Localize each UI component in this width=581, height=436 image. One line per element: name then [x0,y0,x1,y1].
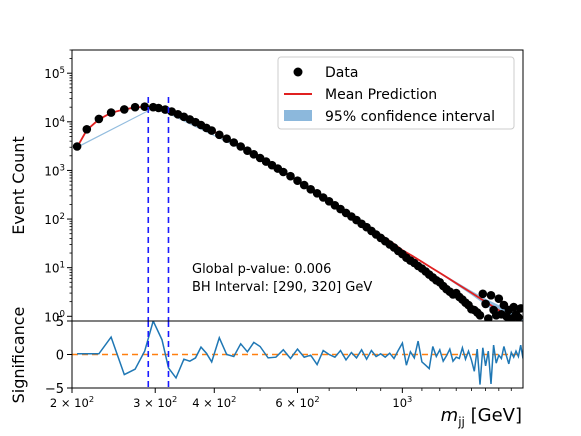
data-point [293,176,302,185]
data-point [215,130,224,140]
main-y-ticks: 100 101 102 103 104 105 [44,49,72,324]
data-point [299,180,309,190]
x-tick-label: 103 [392,394,412,410]
data-point [160,105,170,114]
data-point [72,142,82,151]
data-point [481,299,490,309]
data-point [249,150,259,159]
data-point [229,138,239,147]
y-tick-label: 100 [44,309,65,324]
x-tick-label: 6 × 102 [275,394,319,410]
y-tick-label: 104 [44,115,65,130]
data-point [94,114,104,124]
significance-bh-lines [147,321,170,388]
data-point [279,167,288,177]
y-tick-label: 102 [44,212,65,227]
data-point [312,189,322,198]
data-point [207,126,216,135]
significance-plot-frame [71,320,524,389]
y-tick-label: 105 [44,66,65,81]
data-point [516,304,523,313]
x-tick-label: 4 × 102 [192,394,236,410]
data-point [120,105,129,114]
legend: Data Mean Prediction 95% confidence inte… [277,56,515,130]
x-axis-label-main: m [441,405,459,426]
data-point [154,103,163,113]
data-point [494,294,504,304]
data-point [514,313,523,321]
significance-y-axis-label: Significance [9,307,28,404]
significance-y-tick-label: −5 [45,382,64,397]
data-point [306,185,316,194]
legend-confidence-swatch [284,110,312,121]
x-tick-label: 2 × 102 [50,394,94,410]
x-axis-label: mjj [GeV] [441,405,522,429]
bh-interval-lines [147,97,170,321]
legend-data-label: Data [325,65,358,81]
confidence-band [77,106,523,321]
annotation-global-p-value: Global p-value: 0.006 [192,262,331,277]
data-point [82,125,92,134]
data-point [478,289,488,299]
y-tick-label: 101 [44,261,65,276]
data-point [243,146,252,155]
annotation-bh-interval: BH Interval: [290, 320] GeV [192,280,372,295]
significance-y-ticks: 5 0 −5 [45,315,72,397]
data-point [140,102,149,111]
x-tick-label: 3 × 102 [133,394,177,410]
confidence-band-area [77,106,523,321]
data-point [286,171,295,181]
significance-y-tick-label: 5 [56,315,64,330]
significance-y-tick-label: 0 [56,349,64,364]
legend-data-marker [293,67,303,77]
significance-line [77,321,523,385]
data-point [484,314,493,321]
x-axis-label-sub: jj [457,415,465,429]
legend-confidence-label: 95% confidence interval [325,109,495,125]
main-y-axis-label: Event Count [9,136,28,234]
data-point [475,311,485,320]
significance-x-ticks: 2 × 102 3 × 102 4 × 102 6 × 102 103 [50,388,512,410]
x-axis-label-unit: [GeV] [465,405,522,426]
data-points [72,102,523,321]
data-point [222,134,231,143]
significance-path [77,321,523,385]
data-point [106,108,116,117]
y-tick-label: 103 [44,163,65,178]
data-point [130,102,140,112]
data-point [486,291,496,300]
legend-mean-prediction-label: Mean Prediction [325,87,437,103]
data-point [236,142,245,151]
legend-box [277,56,515,130]
data-point [509,302,518,312]
